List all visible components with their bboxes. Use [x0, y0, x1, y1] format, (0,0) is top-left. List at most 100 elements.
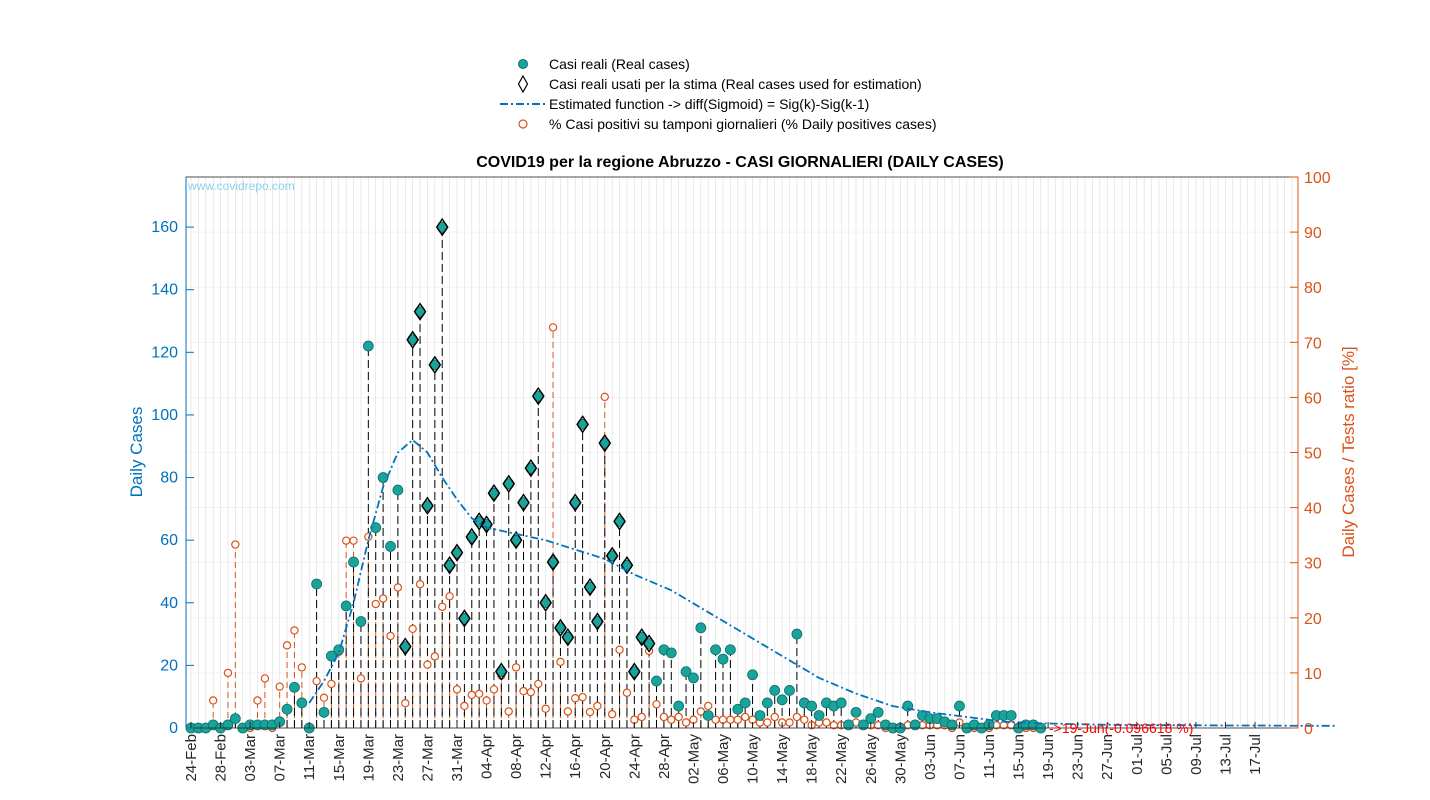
estimation-case-marker	[509, 530, 523, 550]
y-tick-label: 40	[160, 595, 178, 612]
estimation-cases-layer	[398, 217, 656, 681]
y2-tick-label: 10	[1304, 666, 1322, 683]
real-case-point	[688, 672, 699, 684]
percent-point	[822, 718, 831, 727]
estimation-case-marker	[598, 433, 612, 453]
real-case-point	[747, 669, 758, 681]
x-axis: 24-Feb 28-Feb 03-Mar 07-Mar 11-Mar 15-Mar 19-M…	[183, 722, 1264, 784]
x-tick-label: 24-Apr	[626, 734, 643, 779]
x-tick-label: 06-May	[715, 734, 732, 785]
y-tick-label: 160	[151, 219, 178, 236]
x-tick-label: 19-Jun	[1040, 734, 1057, 780]
x-tick-label: 28-Apr	[656, 734, 673, 779]
percent-point	[401, 699, 410, 708]
x-tick-label: 07-Jun	[951, 734, 968, 780]
percent-point	[504, 707, 513, 716]
real-case-point	[229, 713, 241, 725]
real-case-point	[281, 703, 293, 715]
real-cases-layer	[185, 221, 1047, 734]
y-tick-label: 60	[160, 532, 178, 549]
estimation-case-marker	[539, 593, 553, 613]
real-case-point	[348, 556, 359, 568]
legend-marker-diamond	[517, 74, 529, 94]
estimation-case-marker	[583, 577, 597, 597]
estimation-case-marker	[443, 555, 456, 575]
legend: Casi reali (Real cases) Casi reali usati…	[500, 56, 936, 132]
percent-point	[578, 692, 587, 702]
percent-point	[438, 602, 447, 611]
y2-tick-label: 80	[1304, 280, 1322, 297]
percent-point	[290, 626, 299, 635]
percent-point	[659, 712, 669, 722]
percent-point	[231, 540, 240, 549]
y2-tick-label: 50	[1304, 446, 1322, 463]
real-case-point	[761, 697, 773, 709]
percent-point	[423, 660, 432, 669]
percent-point	[393, 583, 403, 592]
legend-label-real: Casi reali (Real cases)	[549, 56, 690, 72]
x-tick-label: 14-May	[774, 734, 791, 785]
y2-tick-label: 0	[1304, 721, 1313, 738]
real-case-point	[754, 710, 766, 721]
x-tick-label: 31-Mar	[449, 734, 466, 782]
percent-point	[667, 715, 676, 724]
estimation-case-marker	[576, 415, 589, 434]
percent-point	[415, 579, 425, 589]
y2-tick-label: 20	[1304, 611, 1322, 628]
x-tick-label: 22-May	[833, 734, 850, 785]
percent-point	[622, 688, 632, 697]
real-case-point	[702, 710, 714, 721]
percent-point	[467, 690, 476, 700]
percent-point	[260, 674, 270, 683]
percent-point	[681, 718, 691, 727]
x-tick-label: 13-Jul	[1217, 734, 1234, 775]
x-tick-label: 01-Jul	[1129, 734, 1146, 775]
x-tick-label: 17-Jul	[1247, 734, 1264, 775]
percent-point	[696, 707, 706, 716]
estimation-case-marker	[524, 458, 538, 478]
percent-point	[460, 701, 469, 711]
percent-series-layer	[186, 323, 1045, 733]
real-case-point	[289, 681, 300, 693]
x-tick-label: 08-Apr	[508, 734, 525, 779]
real-case-point	[732, 703, 744, 715]
estimation-case-marker	[450, 543, 464, 562]
x-tick-label: 30-May	[892, 734, 909, 785]
percent-point	[474, 689, 484, 699]
percent-point	[319, 693, 329, 702]
estimation-case-marker	[554, 618, 567, 638]
real-case-point	[843, 719, 855, 731]
percent-point	[489, 685, 499, 694]
real-case-point	[377, 472, 389, 483]
percent-point	[445, 592, 454, 601]
x-tick-label: 02-May	[685, 734, 702, 785]
legend-label-estimation: Casi reali usati per la stima (Real case…	[549, 76, 922, 92]
percent-point	[378, 594, 388, 603]
stem-layer	[212, 227, 1034, 728]
x-tick-label: 07-Mar	[272, 734, 289, 782]
y-tick-label: 0	[169, 720, 178, 737]
percent-point	[548, 323, 558, 332]
percent-point	[534, 679, 543, 689]
estimation-case-marker	[613, 512, 626, 531]
percent-point	[740, 712, 750, 722]
percent-point	[327, 679, 336, 689]
percent-point	[275, 682, 284, 691]
x-tick-label: 15-Mar	[331, 734, 348, 782]
x-tick-label: 11-Jun	[981, 734, 998, 779]
real-case-point	[370, 522, 382, 534]
x-tick-label: 23-Mar	[390, 734, 407, 782]
y2-tick-label: 100	[1304, 170, 1331, 187]
estimation-case-marker	[406, 330, 420, 350]
x-tick-label: 03-Mar	[242, 734, 259, 782]
percent-point	[541, 704, 550, 713]
estimation-case-marker	[517, 493, 530, 512]
x-tick-label: 03-Jun	[922, 734, 939, 780]
estimation-case-marker	[620, 555, 634, 575]
chart-title: COVID19 per la regione Abruzzo - CASI GI…	[476, 154, 1003, 171]
percent-point	[770, 712, 779, 722]
real-case-point	[318, 706, 330, 718]
percent-point	[511, 663, 521, 672]
legend-label-percent: % Casi positivi su tamponi giornalieri (…	[549, 116, 936, 132]
estimation-case-marker	[635, 627, 649, 647]
